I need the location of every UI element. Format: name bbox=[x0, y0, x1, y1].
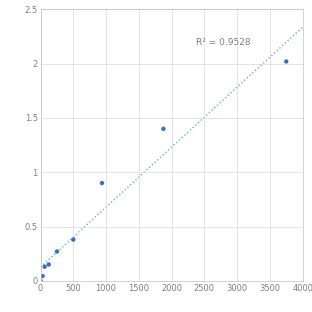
Text: R² = 0.9528: R² = 0.9528 bbox=[197, 38, 251, 47]
Point bbox=[38, 278, 43, 283]
Point bbox=[42, 264, 47, 269]
Point bbox=[100, 181, 105, 186]
Point bbox=[54, 249, 59, 254]
Point bbox=[284, 59, 289, 64]
Point bbox=[161, 126, 166, 131]
Point bbox=[71, 237, 76, 242]
Point bbox=[46, 262, 51, 267]
Point bbox=[40, 274, 45, 279]
